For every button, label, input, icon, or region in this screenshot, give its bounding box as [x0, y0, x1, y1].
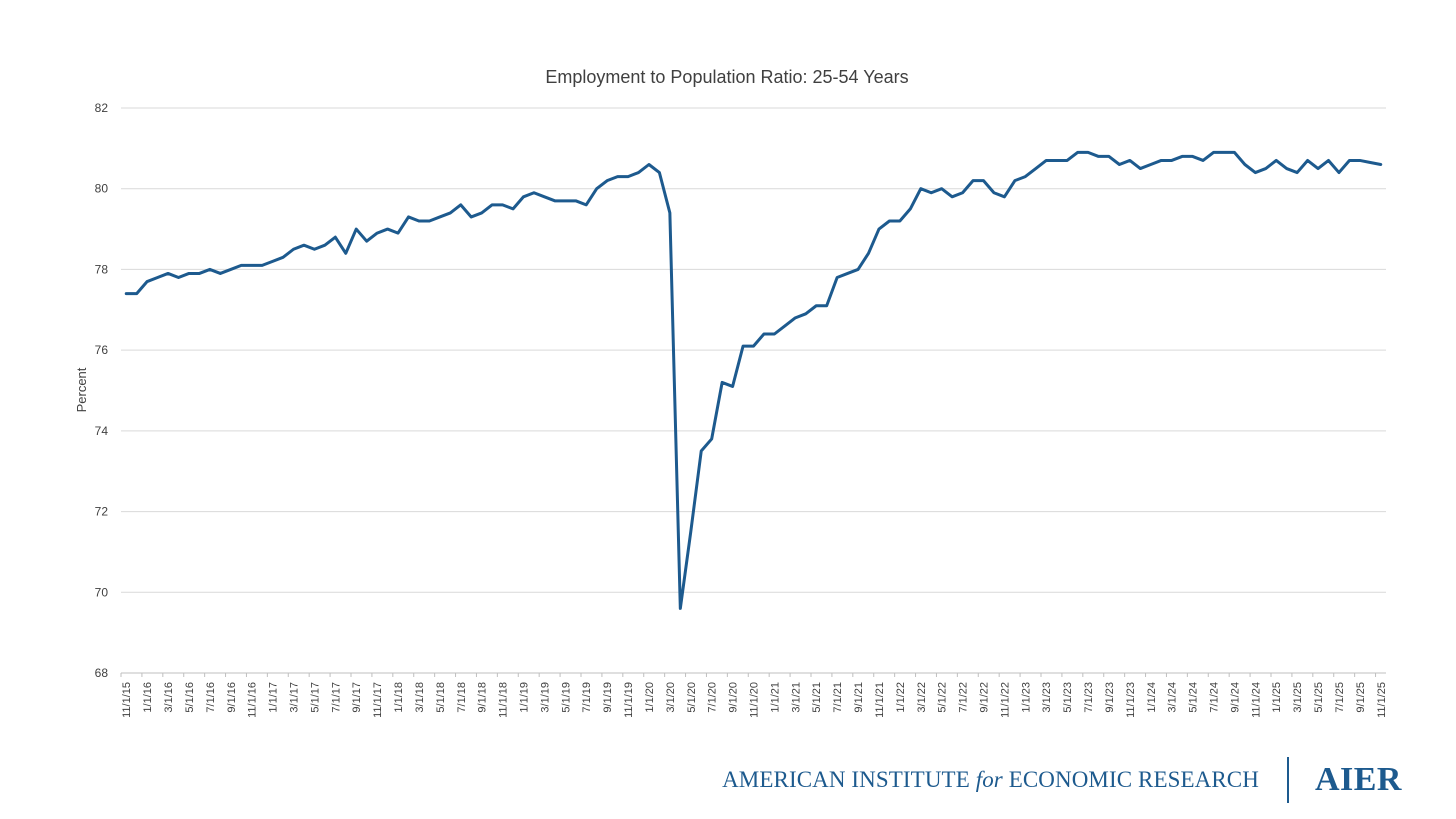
y-tick-label: 74: [95, 424, 109, 438]
x-tick-label: 11/1/21: [874, 682, 886, 718]
org-name-part3: ECONOMIC RESEARCH: [1002, 767, 1259, 792]
x-tick-label: 1/1/24: [1146, 682, 1158, 713]
aier-logo: AIER: [1314, 761, 1402, 798]
x-tick-label: 7/1/19: [581, 682, 593, 713]
y-tick-label: 80: [95, 182, 109, 196]
x-tick-label: 11/1/22: [999, 682, 1011, 718]
x-tick-label: 9/1/17: [351, 682, 363, 713]
y-tick-labels: 68 70 72 74 76 78 80 82: [95, 101, 109, 680]
x-tick-label: 11/1/17: [372, 682, 384, 718]
y-tick-label: 68: [95, 666, 109, 680]
x-tick-label: 1/1/19: [519, 682, 531, 713]
x-tick-label: 3/1/22: [916, 682, 928, 713]
x-tick-label: 7/1/25: [1334, 682, 1346, 713]
x-tick-label: 3/1/24: [1167, 682, 1179, 713]
x-tick-label: 7/1/21: [832, 682, 844, 713]
x-tick-label: 9/1/24: [1229, 682, 1241, 713]
x-tick-label: 3/1/21: [790, 682, 802, 713]
x-tick-label: 3/1/17: [289, 682, 301, 713]
x-tick-label: 1/1/20: [644, 682, 656, 713]
footer-divider: [1286, 757, 1289, 803]
x-tick-label: 7/1/24: [1209, 682, 1221, 713]
x-tick-label: 5/1/23: [1062, 682, 1074, 713]
x-tick-label: 5/1/17: [309, 682, 321, 713]
x-tick-label: 11/1/24: [1250, 682, 1262, 718]
x-tick-label: 5/1/18: [435, 682, 447, 713]
x-tick-label: 7/1/23: [1083, 682, 1095, 713]
x-tick-label: 1/1/22: [895, 682, 907, 713]
x-tick-label: 9/1/25: [1355, 682, 1367, 713]
x-tick-label: 11/1/20: [749, 682, 761, 718]
x-tick-label: 9/1/19: [602, 682, 614, 713]
y-tick-label: 70: [95, 585, 109, 599]
org-name-part2: for: [975, 767, 1003, 792]
y-tick-label: 78: [95, 262, 109, 276]
x-tick-label: 5/1/19: [560, 682, 572, 713]
chart-title: Employment to Population Ratio: 25-54 Ye…: [545, 67, 908, 87]
x-tick-label: 5/1/20: [686, 682, 698, 713]
x-tick-label: 9/1/22: [979, 682, 991, 713]
x-tick-label: 5/1/16: [184, 682, 196, 713]
x-tick-labels: 11/1/15 1/1/16 3/1/16 5/1/16 7/1/16 9/1/16 11/…: [120, 673, 1388, 718]
y-axis-label: Percent: [74, 367, 89, 412]
x-tick-label: 7/1/16: [205, 682, 217, 713]
x-tick-label: 3/1/18: [414, 682, 426, 713]
x-tick-label: 11/1/25: [1376, 682, 1388, 718]
x-tick-label: 7/1/17: [330, 682, 342, 713]
x-tick-label: 11/1/15: [121, 682, 133, 718]
x-tick-label: 1/1/17: [268, 682, 280, 713]
series: [124, 150, 1383, 610]
x-tick-label: 5/1/24: [1188, 682, 1200, 713]
x-tick-label: 9/1/23: [1104, 682, 1116, 713]
x-tick-label: 1/1/16: [142, 682, 154, 713]
organization-name: AMERICAN INSTITUTE for ECONOMIC RESEARCH: [722, 767, 1259, 793]
x-tick-label: 1/1/18: [393, 682, 405, 713]
x-tick-label: 9/1/20: [728, 682, 740, 713]
x-tick-label: 7/1/20: [707, 682, 719, 713]
x-tick-label: 5/1/22: [937, 682, 949, 713]
x-tick-label: 7/1/18: [456, 682, 468, 713]
x-tick-label: 3/1/25: [1292, 682, 1304, 713]
org-name-part1: AMERICAN INSTITUTE: [722, 767, 976, 792]
y-tick-label: 82: [95, 101, 109, 115]
x-tick-label: 1/1/23: [1020, 682, 1032, 713]
x-tick-label: 11/1/23: [1125, 682, 1137, 718]
x-tick-label: 3/1/19: [539, 682, 551, 713]
x-tick-label: 5/1/25: [1313, 682, 1325, 713]
x-tick-label: 1/1/21: [769, 682, 781, 713]
x-tick-label: 3/1/20: [665, 682, 677, 713]
x-tick-label: 9/1/16: [226, 682, 238, 713]
x-tick-label: 3/1/23: [1041, 682, 1053, 713]
x-tick-label: 9/1/21: [853, 682, 865, 713]
x-tick-label: 7/1/22: [958, 682, 970, 713]
x-tick-label: 1/1/25: [1271, 682, 1283, 713]
footer-branding: AMERICAN INSTITUTE for ECONOMIC RESEARCH…: [722, 756, 1402, 804]
y-tick-label: 76: [95, 343, 109, 357]
gridlines: [121, 107, 1386, 674]
x-tick-label: 11/1/19: [623, 682, 635, 718]
x-tick-label: 3/1/16: [163, 682, 175, 713]
x-tick-label: 5/1/21: [811, 682, 823, 713]
series-line: [124, 150, 1383, 610]
x-tick-label: 11/1/16: [247, 682, 259, 718]
x-tick-label: 11/1/18: [498, 682, 510, 718]
y-tick-label: 72: [95, 505, 109, 519]
x-tick-label: 9/1/18: [477, 682, 489, 713]
